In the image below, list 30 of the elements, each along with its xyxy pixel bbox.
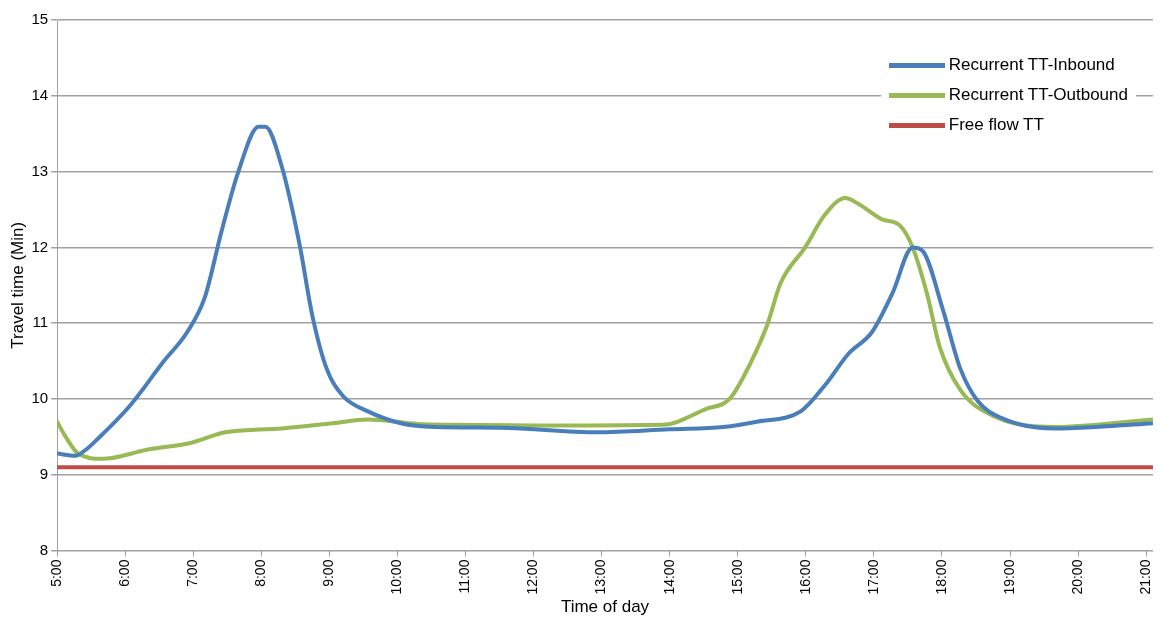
y-tick-label: 14 [31, 85, 49, 103]
x-tick-label: 21:00 [1137, 559, 1153, 595]
x-tick-label: 5:00 [47, 559, 64, 587]
y-tick-label: 10 [31, 389, 49, 407]
x-axis-title: Time of day [560, 597, 650, 617]
y-tick-label: 9 [39, 464, 49, 482]
x-tick-label: 9:00 [320, 559, 337, 587]
y-axis-title: Travel time (Min) [7, 221, 27, 349]
x-tick-label: 12:00 [524, 559, 541, 595]
y-tick-label: 8 [39, 540, 49, 558]
legend-label: Free flow TT [948, 115, 1044, 135]
y-tick-label: 13 [31, 161, 49, 179]
x-tick-label: 18:00 [932, 559, 949, 595]
x-tick-label: 10:00 [388, 559, 405, 595]
x-tick-label: 17:00 [864, 559, 881, 595]
legend-label: Recurrent TT-Outbound [948, 85, 1128, 105]
y-tick-label: 15 [31, 10, 49, 28]
y-tick-label: 12 [31, 237, 49, 255]
y-tick-label: 11 [32, 313, 49, 331]
x-tick-label: 6:00 [116, 559, 133, 587]
x-tick-label: 7:00 [184, 559, 201, 587]
x-tick-label: 16:00 [796, 559, 813, 595]
x-tick-label: 19:00 [1000, 559, 1017, 595]
x-tick-label: 14:00 [660, 559, 677, 595]
legend-label: Recurrent TT-Inbound [948, 55, 1115, 75]
x-tick-label: 15:00 [728, 559, 745, 595]
x-tick-label: 8:00 [252, 559, 269, 587]
x-tick-label: 11:00 [456, 559, 473, 594]
x-tick-label: 13:00 [592, 559, 609, 595]
x-tick-label: 20:00 [1068, 559, 1085, 595]
